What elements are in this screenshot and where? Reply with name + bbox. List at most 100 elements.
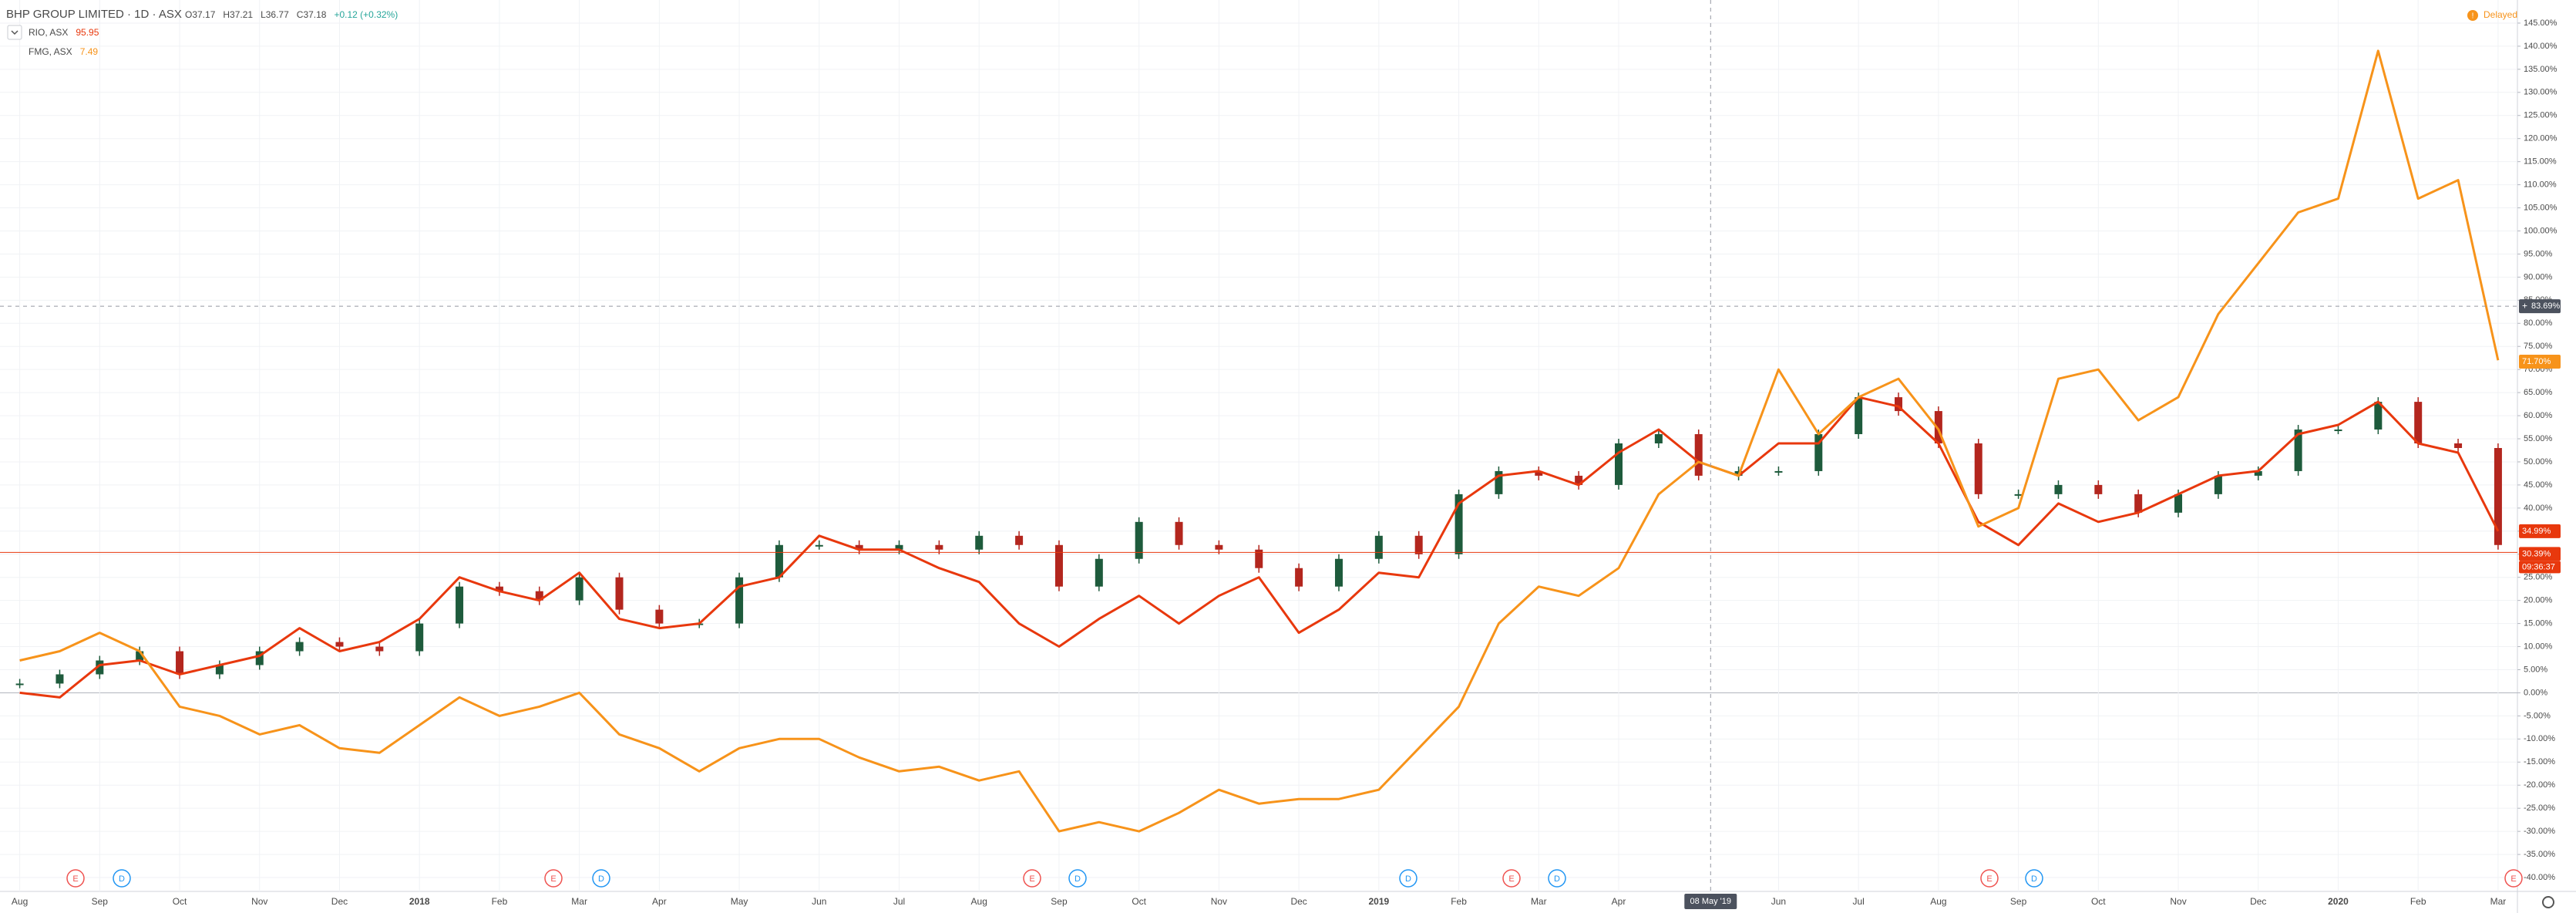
candle-body (1255, 549, 1263, 568)
candle-body (456, 586, 464, 624)
event-circle (66, 869, 85, 888)
event-circle (1068, 869, 1087, 888)
candle-body (1215, 544, 1223, 550)
y-tick-label: 105.00% (2524, 203, 2558, 212)
candle-body (775, 544, 783, 578)
x-tick-label: Feb (492, 896, 508, 907)
candle-body (2494, 447, 2502, 545)
event-label: D (1405, 874, 1411, 884)
y-tick-label: 90.00% (2524, 272, 2553, 281)
last-value-box (2519, 354, 2561, 369)
y-tick-label: 50.00% (2524, 457, 2553, 467)
ohlc-value: +0.12 (+0.32%) (334, 9, 398, 20)
candle-body (1575, 475, 1583, 485)
y-tick-label: -5.00% (2524, 711, 2551, 720)
x-tick-label: 2020 (2328, 896, 2349, 907)
event-marker[interactable]: E (1980, 869, 1999, 888)
x-tick-label: Jun (812, 896, 826, 907)
event-marker[interactable]: D (1399, 869, 1417, 888)
y-tick-label: 10.00% (2524, 642, 2553, 651)
event-circle (2025, 869, 2043, 888)
settings-icon[interactable] (2542, 896, 2554, 908)
x-tick-label: Oct (173, 896, 187, 907)
delayed-status[interactable]: Delayed (2484, 9, 2517, 20)
event-marker[interactable]: D (1548, 869, 1566, 888)
x-tick-label: Dec (1290, 896, 1306, 907)
y-tick-label: 135.00% (2524, 65, 2558, 74)
x-tick-label: 2018 (409, 896, 430, 907)
y-tick-label: -20.00% (2524, 780, 2555, 790)
event-marker[interactable]: E (1023, 869, 1041, 888)
event-circle (113, 869, 131, 888)
candle-body (1814, 434, 1823, 471)
event-marker[interactable]: E (544, 869, 563, 888)
candle-body (2374, 402, 2383, 430)
candle-body (935, 544, 943, 550)
candle-body (975, 535, 984, 550)
overlay (0, 0, 2517, 891)
x-tick-label: Aug (1930, 896, 1946, 907)
x-tick-label: Sep (92, 896, 109, 907)
x-tick-label: Sep (2010, 896, 2027, 907)
x-tick-label: Apr (652, 896, 667, 907)
candle-body (1654, 434, 1663, 444)
event-label: D (1554, 874, 1560, 884)
candle-body (55, 674, 64, 684)
candle-body (1855, 397, 1863, 435)
delayed-icon[interactable] (2467, 10, 2478, 21)
y-tick-label: -10.00% (2524, 734, 2555, 743)
collapse-button[interactable] (7, 25, 22, 40)
candle-body (855, 544, 863, 550)
x-tick-label: Jul (893, 896, 905, 907)
y-tick-label: 75.00% (2524, 342, 2553, 351)
x-tick-label: Jul (1852, 896, 1864, 907)
x-tick-label: Mar (571, 896, 587, 907)
candle-body (1414, 535, 1423, 554)
x-tick-label: May (731, 896, 748, 907)
x-tick-label: Apr (1612, 896, 1626, 907)
y-tick-label: 15.00% (2524, 619, 2553, 628)
legend-price: 7.49 (80, 46, 99, 57)
event-label: E (1029, 874, 1034, 884)
event-label: E (2510, 874, 2516, 884)
event-marker[interactable]: E (66, 869, 85, 888)
x-tick-label: Mar (2490, 896, 2507, 907)
event-marker[interactable]: D (113, 869, 131, 888)
candle-body (2294, 430, 2302, 471)
event-marker[interactable]: E (2504, 869, 2523, 888)
delayed-icon-mark: ! (2472, 12, 2474, 21)
candle-body (2014, 494, 2023, 496)
candle-body (1175, 521, 1183, 545)
countdown: 09:36:37 (2522, 562, 2555, 571)
y-tick-label: 60.00% (2524, 411, 2553, 420)
legend-name: FMG, ASX (29, 46, 72, 57)
event-circle (2504, 869, 2523, 888)
candle-body (295, 642, 304, 652)
x-tick-label: Dec (331, 896, 348, 907)
event-marker[interactable]: E (1502, 869, 1521, 888)
event-circle (1399, 869, 1417, 888)
y-tick-label: 80.00% (2524, 318, 2553, 328)
last-value-label: 34.99% (2522, 527, 2551, 536)
x-tick-label: Oct (2091, 896, 2106, 907)
candle-body (136, 651, 144, 661)
event-marker[interactable]: D (592, 869, 610, 888)
crosshair-y-box (2519, 299, 2561, 314)
candle-body (495, 586, 503, 591)
candle-body (2254, 470, 2262, 476)
candle-body (1615, 443, 1623, 485)
crosshair-plus: + (2522, 300, 2527, 311)
candle-body (2414, 402, 2423, 444)
candle-body (1374, 535, 1383, 559)
event-marker[interactable]: D (1068, 869, 1087, 888)
y-tick-label: 40.00% (2524, 504, 2553, 513)
y-tick-label: -15.00% (2524, 757, 2555, 766)
y-tick-label: 145.00% (2524, 19, 2558, 28)
candle-body (2094, 484, 2103, 494)
candle-body (2054, 484, 2063, 494)
event-circle (1548, 869, 1566, 888)
candle-body (815, 544, 823, 547)
ohlc-value: H37.21 (223, 9, 253, 20)
event-marker[interactable]: D (2025, 869, 2043, 888)
